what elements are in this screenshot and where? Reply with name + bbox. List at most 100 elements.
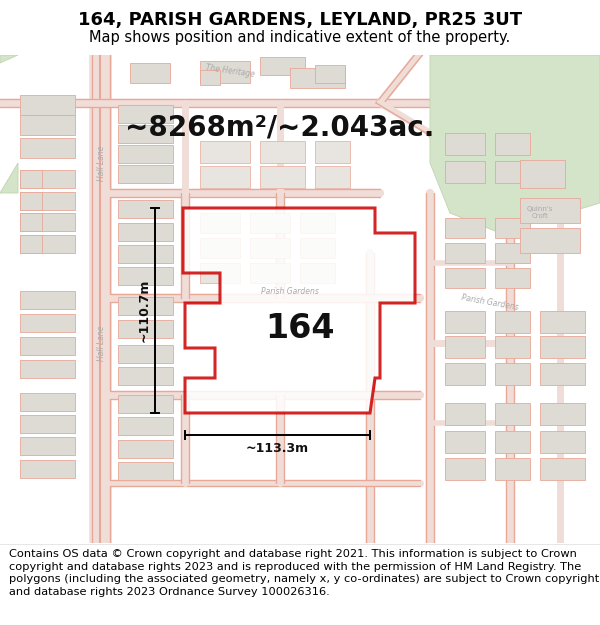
Bar [495,336,530,358]
Bar [445,336,485,358]
Bar [200,70,220,85]
Bar [118,345,173,363]
Bar [300,213,335,233]
Bar [260,57,305,75]
Bar [118,395,173,413]
Bar [290,68,345,88]
Bar [495,431,530,453]
Bar [118,440,173,458]
Text: Parish Gardens: Parish Gardens [461,294,519,312]
Bar [495,311,530,333]
Polygon shape [183,208,415,413]
Bar [540,431,585,453]
Text: The Heritage: The Heritage [205,63,255,79]
Bar [260,166,305,188]
Bar [20,337,75,355]
Bar [445,458,485,480]
Bar [315,65,345,83]
Bar [118,297,173,315]
Bar [495,363,530,385]
Bar [20,95,75,115]
Bar [300,238,335,258]
Bar [20,192,75,210]
Bar [315,141,350,163]
Text: ~113.3m: ~113.3m [246,442,309,456]
Bar [445,363,485,385]
Bar [20,115,75,135]
Bar [20,415,75,433]
Bar [20,291,75,309]
Bar [495,458,530,480]
Text: Quinn's
Croft: Quinn's Croft [527,206,553,219]
Polygon shape [430,55,600,233]
Bar [540,403,585,425]
Bar [200,141,250,163]
Bar [118,145,173,163]
Text: Contains OS data © Crown copyright and database right 2021. This information is : Contains OS data © Crown copyright and d… [9,549,599,597]
Bar [445,218,485,238]
Bar [200,213,240,233]
Bar [540,311,585,333]
Bar [118,165,173,183]
Bar [445,268,485,288]
Bar [118,125,173,143]
Text: Parish Gardens: Parish Gardens [261,286,319,296]
Bar [315,166,350,188]
Bar [495,133,530,155]
Text: Hall Lane: Hall Lane [97,145,106,181]
Polygon shape [0,55,18,63]
Bar [20,170,75,188]
Bar [445,243,485,263]
Bar [20,314,75,332]
Text: ~110.7m: ~110.7m [137,279,151,342]
Text: Map shows position and indicative extent of the property.: Map shows position and indicative extent… [89,30,511,45]
Bar [250,213,290,233]
Bar [520,198,580,223]
Bar [520,160,565,188]
Text: 164: 164 [265,311,335,344]
Bar [495,218,530,238]
Bar [118,417,173,435]
Bar [200,166,250,188]
Bar [20,437,75,455]
Bar [20,235,42,253]
Bar [250,238,290,258]
Bar [495,161,530,183]
Text: Hall Lane: Hall Lane [97,325,106,361]
Bar [250,263,290,283]
Bar [540,458,585,480]
Bar [495,268,530,288]
Bar [445,311,485,333]
Bar [495,403,530,425]
Bar [118,367,173,385]
Text: ~8268m²/~2.043ac.: ~8268m²/~2.043ac. [125,114,434,142]
Bar [20,138,75,158]
Bar [260,141,305,163]
Bar [118,223,173,241]
Bar [20,235,75,253]
Bar [118,245,173,263]
Bar [445,431,485,453]
Bar [445,133,485,155]
Bar [300,263,335,283]
Bar [20,192,42,210]
Bar [20,460,75,478]
Bar [130,63,170,83]
Bar [118,462,173,480]
Bar [20,213,42,231]
Bar [200,263,240,283]
Bar [118,320,173,338]
Bar [200,61,250,83]
Bar [20,393,75,411]
Bar [118,105,173,123]
Bar [20,360,75,378]
Bar [445,403,485,425]
Bar [20,213,75,231]
Text: 164, PARISH GARDENS, LEYLAND, PR25 3UT: 164, PARISH GARDENS, LEYLAND, PR25 3UT [78,11,522,29]
Bar [495,243,530,263]
Bar [20,170,42,188]
Bar [540,336,585,358]
Polygon shape [0,163,18,193]
Bar [520,228,580,253]
Bar [540,363,585,385]
